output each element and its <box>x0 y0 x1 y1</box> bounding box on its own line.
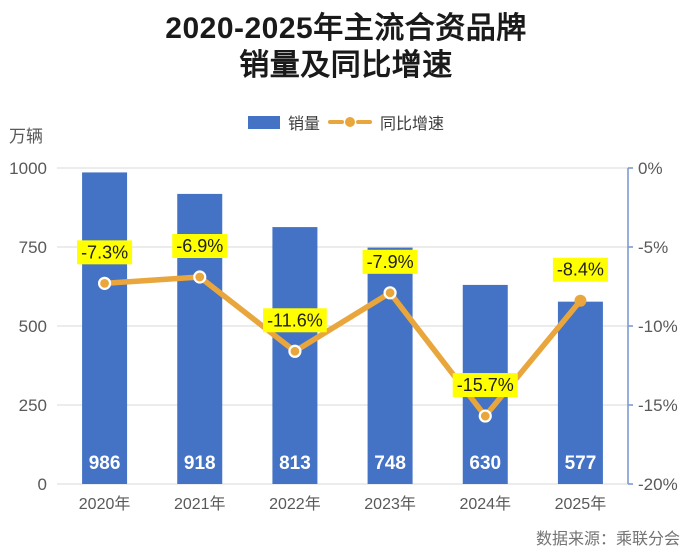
chart-title-line2: 销量及同比增速 <box>239 49 453 82</box>
left-axis-unit-label: 万辆 <box>9 127 43 146</box>
growth-value-label: -15.7% <box>457 375 514 395</box>
bar-value-label: 577 <box>565 453 597 474</box>
growth-label-highlight <box>552 257 608 282</box>
x-axis-label: 2021年 <box>174 495 226 513</box>
bar-value-label: 748 <box>374 453 406 474</box>
bar-2020年 <box>82 172 128 484</box>
bar-value-label: 813 <box>279 453 311 474</box>
left-axis-tick: 1000 <box>9 159 47 178</box>
growth-marker <box>574 294 587 307</box>
right-axis-tick: 0% <box>638 159 663 178</box>
x-axis-label: 2025年 <box>555 495 607 513</box>
data-source-label: 数据来源：乘联分会 <box>535 531 680 548</box>
growth-label-highlight <box>452 373 518 398</box>
legend-growth-line-icon <box>328 115 372 129</box>
left-axis-tick: 500 <box>19 317 47 336</box>
right-axis-tick: -15% <box>638 396 678 415</box>
chart-title: 2020-2025年主流合资品牌 销量及同比增速 <box>0 10 692 84</box>
growth-value-label: -11.6% <box>267 310 323 330</box>
legend-sales-label: 销量 <box>287 116 320 133</box>
growth-marker <box>97 276 112 290</box>
growth-label-highlight <box>263 308 327 333</box>
bar-2023年 <box>367 247 413 484</box>
right-axis-tick: -10% <box>638 317 678 336</box>
left-axis-tick: 750 <box>19 238 47 257</box>
growth-label-highlight <box>77 240 133 265</box>
growth-value-label: -8.4% <box>557 260 604 280</box>
x-axis-label: 2024年 <box>459 495 511 513</box>
right-axis-tick: -20% <box>638 475 678 494</box>
growth-marker <box>383 286 397 300</box>
growth-marker <box>288 344 302 358</box>
growth-marker <box>478 409 492 423</box>
legend-sales-swatch <box>247 115 280 129</box>
growth-value-label: -7.3% <box>81 242 128 262</box>
bar-2025年 <box>557 301 603 484</box>
left-axis-tick: 250 <box>19 396 47 415</box>
bar-value-label: 630 <box>469 453 501 474</box>
bar-value-label: 986 <box>89 453 121 474</box>
growth-value-label: -6.9% <box>176 236 223 256</box>
x-axis-label: 2020年 <box>79 495 131 513</box>
growth-marker <box>193 270 207 284</box>
bar-value-label: 918 <box>184 453 216 474</box>
growth-value-label: -7.9% <box>367 252 414 272</box>
right-axis-tick: -5% <box>638 238 668 257</box>
x-axis-label: 2023年 <box>364 495 416 513</box>
legend-growth-label: 同比增速 <box>380 116 445 133</box>
growth-label-highlight <box>172 234 228 259</box>
chart-legend: 销量 同比增速 <box>0 110 692 134</box>
growth-label-highlight <box>362 249 418 274</box>
x-axis-label: 2022年 <box>269 495 321 513</box>
chart-title-line1: 2020-2025年主流合资品牌 <box>165 12 527 45</box>
left-axis-tick: 0 <box>38 475 47 494</box>
